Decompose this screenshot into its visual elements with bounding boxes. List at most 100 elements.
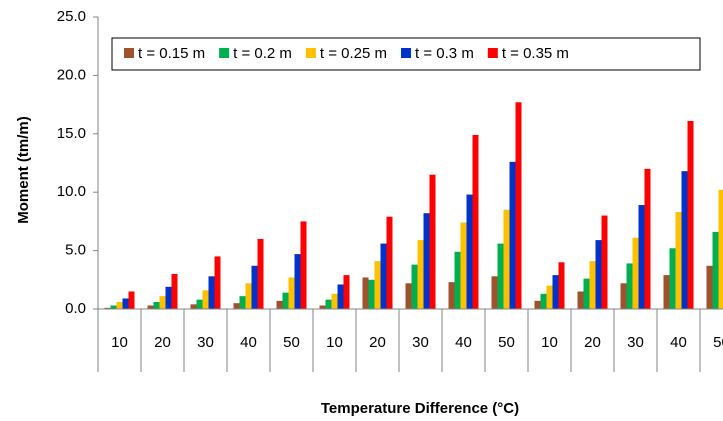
bar: [343, 275, 350, 309]
bar: [509, 161, 516, 309]
bar: [208, 276, 215, 309]
bar: [558, 262, 565, 309]
bar: [319, 305, 326, 309]
x-tick-label: 50: [713, 334, 723, 351]
bar: [171, 273, 178, 309]
legend-swatch: [124, 48, 134, 58]
bar: [165, 286, 172, 309]
bar: [472, 134, 479, 309]
x-tick-label: 10: [326, 334, 343, 351]
bar: [362, 277, 369, 309]
x-tick-label: 10: [111, 334, 128, 351]
bar: [276, 300, 283, 309]
bar: [718, 189, 723, 309]
bar: [214, 256, 221, 309]
bar: [202, 290, 209, 309]
x-tick-label: 50: [498, 334, 515, 351]
bar: [294, 254, 301, 309]
bar: [429, 174, 436, 309]
legend-label: t = 0.25 m: [320, 45, 387, 62]
bar: [331, 293, 338, 309]
bar: [325, 299, 332, 309]
legend-label: t = 0.2 m: [233, 45, 292, 62]
bar: [374, 261, 381, 309]
bar: [626, 263, 633, 309]
bar: [454, 251, 461, 309]
bar: [122, 298, 129, 309]
bar: [282, 292, 289, 309]
bar: [147, 305, 154, 309]
bar: [128, 291, 135, 309]
bar: [546, 285, 553, 309]
bar: [405, 283, 412, 309]
x-tick-label: 30: [412, 334, 429, 351]
bar: [288, 277, 295, 309]
y-tick-label: 10.0: [57, 183, 86, 200]
y-axis-title: Moment (tm/m): [15, 116, 32, 224]
x-tick-label: 20: [154, 334, 171, 351]
bar: [300, 221, 307, 309]
x-tick-label: 10: [541, 334, 558, 351]
bar: [515, 102, 522, 309]
x-tick-label: 50: [283, 334, 300, 351]
legend-swatch: [487, 48, 498, 58]
bar: [104, 307, 111, 309]
legend: t = 0.15 m t = 0.2 m t = 0.25 m t = 0.3 m t …: [111, 37, 701, 71]
bar: [491, 276, 498, 309]
bar: [386, 216, 393, 309]
bar: [663, 275, 670, 309]
bar: [712, 231, 719, 309]
bar: [417, 240, 424, 309]
bar: [337, 284, 344, 309]
bar: [638, 205, 645, 309]
legend-label: t = 0.3 m: [415, 45, 474, 62]
y-tick-label: 15.0: [57, 125, 86, 142]
bar: [540, 293, 547, 309]
bar: [245, 283, 252, 309]
legend-swatch: [219, 48, 230, 58]
bar: [644, 168, 651, 309]
y-tick-label: 0.0: [65, 300, 86, 317]
bar: [239, 296, 246, 309]
bar: [368, 279, 375, 309]
bar: [503, 209, 510, 309]
bar: [589, 261, 596, 309]
bar: [380, 243, 387, 309]
bar: [687, 120, 694, 310]
bar: [706, 265, 713, 309]
bar: [595, 240, 602, 309]
bar: [601, 215, 608, 309]
bar: [196, 299, 203, 309]
y-tick-label: 5.0: [65, 242, 86, 259]
bar: [233, 303, 240, 309]
x-tick-label: 40: [455, 334, 472, 351]
y-tick-label: 25.0: [57, 8, 86, 25]
bar: [448, 282, 455, 309]
legend-swatch: [401, 48, 412, 58]
x-tick-label: 40: [670, 334, 687, 351]
bar: [620, 283, 627, 309]
bar: [466, 194, 473, 309]
bar: [497, 243, 504, 309]
bar: [681, 171, 688, 309]
bar: [116, 301, 123, 309]
bar: [632, 237, 639, 309]
bar: [577, 291, 584, 309]
bar: [669, 248, 676, 309]
bar: [411, 264, 418, 309]
x-tick-label: 20: [584, 334, 601, 351]
bar: [251, 265, 258, 309]
bar: [552, 275, 559, 309]
legend-swatch: [305, 48, 316, 58]
bar: [190, 304, 197, 309]
x-tick-label: 30: [627, 334, 644, 351]
legend-label: t = 0.35 m: [502, 45, 569, 62]
legend-label: t = 0.15 m: [138, 45, 205, 62]
x-tick-label: 20: [369, 334, 386, 351]
bar: [159, 296, 166, 309]
bar: [534, 300, 541, 309]
bar: [153, 301, 160, 309]
bar: [110, 305, 117, 309]
